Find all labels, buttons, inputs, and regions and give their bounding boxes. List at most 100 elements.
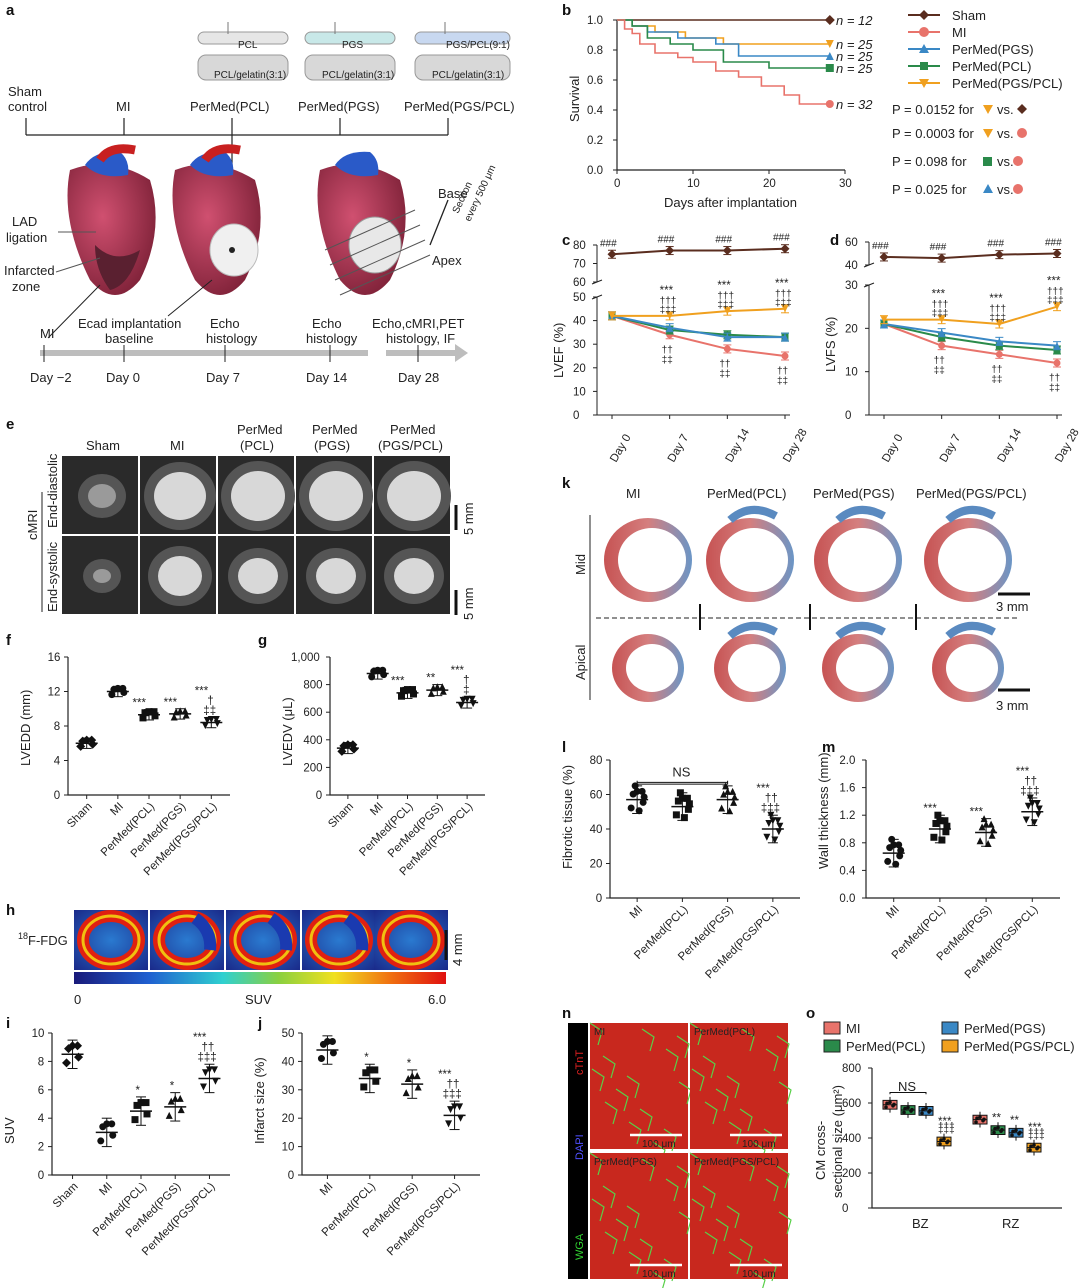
y-tick-label: 16	[48, 652, 61, 664]
stain-ctnt: cTnT	[574, 1050, 586, 1075]
y-tick-label: 600	[842, 1098, 861, 1110]
pet-rim	[81, 914, 141, 966]
sig-star: ***	[932, 289, 946, 301]
sig-dagger: †††	[1028, 1127, 1045, 1138]
survival-curve	[617, 19, 830, 105]
x-tick-label: 20	[763, 178, 776, 190]
data-point	[996, 1125, 1000, 1130]
sig-dagger: †††	[938, 1121, 955, 1132]
data-point	[201, 1069, 209, 1077]
sig-star: ***	[164, 697, 178, 709]
curve-endpoint	[824, 15, 835, 25]
data-point	[903, 1106, 907, 1111]
sig-hash: ###	[930, 242, 947, 253]
hist-col-label: MI	[626, 486, 640, 501]
data-point	[665, 246, 675, 256]
data-point	[329, 1049, 337, 1057]
tissue-lumen	[626, 644, 678, 692]
data-point	[182, 711, 190, 719]
y-tick-label: 30	[845, 280, 858, 292]
mri-col-label: MI	[170, 438, 184, 453]
sig-dagger: †††	[660, 296, 677, 307]
sig-star: *	[407, 1058, 412, 1070]
data-point	[640, 793, 648, 801]
wga-membrane	[765, 1178, 779, 1202]
data-point	[400, 687, 407, 695]
sig-star: ***	[717, 280, 731, 292]
y-tick-label: 10	[32, 1028, 45, 1040]
pvalue-block: P = 0.0152 for vs. P = 0.0003 for vs. P …	[892, 102, 1027, 197]
data-point	[879, 252, 889, 262]
y-tick-label: 60	[590, 790, 603, 802]
wga-membrane	[728, 1251, 742, 1275]
data-point	[781, 333, 789, 341]
legend-mi: MI	[846, 1021, 860, 1036]
panel-label-j: j	[257, 1015, 262, 1032]
wga-membrane	[776, 1165, 790, 1189]
x-tick-label: MI	[628, 904, 646, 922]
wga-membrane	[691, 1068, 705, 1092]
data-point	[167, 1097, 175, 1105]
data-point	[627, 804, 635, 812]
sig-dagger: ††	[765, 793, 778, 805]
y-axis-label: Infarct size (%)	[252, 1057, 267, 1144]
mri-col-label: PerMed	[237, 422, 283, 437]
sig-star: ***	[133, 698, 147, 710]
x-tick-label: Day 0	[880, 432, 905, 464]
mri-col-label: Sham	[86, 438, 120, 453]
data-point	[781, 352, 789, 360]
suv-colorbar	[74, 972, 446, 984]
data-point	[1036, 1145, 1040, 1150]
y-tick-label: 20	[845, 323, 858, 335]
stain-dapi: DAPI	[574, 1134, 586, 1160]
series-line	[884, 305, 1058, 326]
pvalue-2: P = 0.0003 for	[892, 126, 974, 141]
if-scale-label: 100 μm	[642, 1139, 676, 1150]
y-tick-label: 20	[282, 1113, 295, 1125]
pet-rim	[381, 914, 441, 966]
data-point	[402, 1089, 410, 1097]
ns-label: NS	[898, 1079, 916, 1094]
wga-membrane	[702, 1055, 716, 1079]
timeline-bar	[40, 350, 455, 356]
data-point	[938, 836, 946, 844]
data-point	[638, 787, 646, 795]
data-point	[943, 822, 951, 830]
data-point	[896, 852, 904, 860]
data-point	[730, 798, 738, 806]
y-tick-label: 1.2	[839, 810, 855, 822]
wga-membrane	[665, 1048, 679, 1072]
patch-tissue	[945, 506, 996, 524]
y-tick-label: 600	[303, 707, 322, 719]
y-tick-label: 2.0	[839, 755, 855, 767]
y-tick-label: 60	[573, 277, 586, 289]
sig-star: ***	[970, 807, 984, 819]
data-point	[939, 1138, 943, 1142]
x-tick-label: Sham	[326, 801, 356, 831]
data-point	[1053, 359, 1061, 367]
data-point	[607, 249, 617, 259]
sig-dagger: †††	[775, 289, 792, 300]
wga-membrane	[726, 1075, 740, 1099]
data-point	[203, 716, 211, 724]
immunofluorescence-grid: cTnT DAPI WGA MI 100 μm PerMed(PCL) 100 μm P…	[568, 1022, 792, 1288]
sig-ddagger: ‡‡	[1049, 383, 1060, 394]
data-point	[723, 307, 731, 315]
y-tick-label: 10	[573, 386, 586, 398]
wga-membrane	[676, 1165, 690, 1189]
mri-scale: 5 mm	[461, 503, 476, 536]
panel-label-o: o	[806, 1005, 815, 1022]
y-tick-label: 0	[316, 790, 322, 802]
mri-cavity	[154, 472, 206, 520]
data-point	[131, 1116, 139, 1124]
y-tick-label: 400	[303, 735, 322, 747]
y-tick-label: 12	[48, 687, 61, 699]
data-point	[409, 686, 416, 694]
sig-dagger: ‡‡‡	[443, 1089, 462, 1101]
legend-pcl: PerMed(PCL)	[846, 1039, 925, 1054]
sig-ddagger: ‡‡‡	[1047, 296, 1064, 307]
panel-label-m: m	[822, 739, 835, 756]
heart-label-infarcted: Infarcted	[4, 263, 55, 278]
data-point	[978, 823, 986, 831]
